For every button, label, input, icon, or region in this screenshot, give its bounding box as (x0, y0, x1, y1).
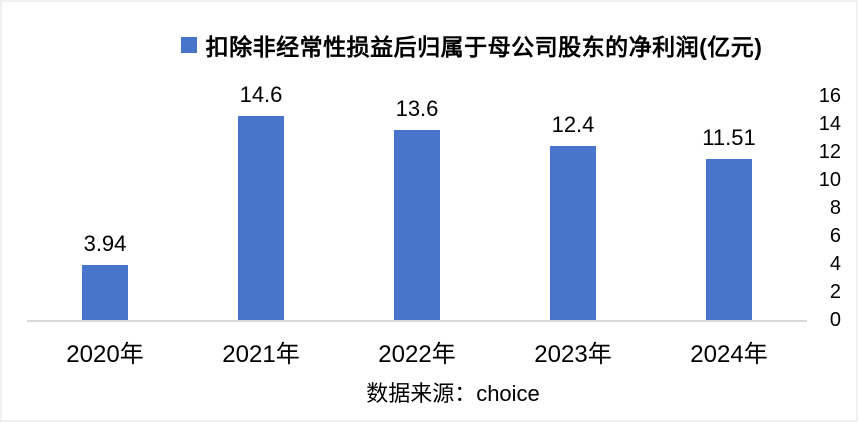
bar (550, 146, 596, 320)
y-axis-tick: 16 (818, 85, 841, 107)
bar (706, 158, 752, 320)
y-axis-tick: 6 (829, 225, 841, 247)
source-note: 数据来源：choice (366, 381, 540, 406)
y-axis-tick: 14 (818, 113, 841, 135)
bar (238, 115, 284, 320)
y-axis-tick: 10 (818, 169, 841, 191)
x-axis-labels: 2020年 2021年 2022年 2023年 2024年 (27, 334, 807, 369)
bar-column: 12.4 (495, 96, 651, 320)
bar (82, 264, 128, 320)
bar (394, 129, 440, 320)
legend-marker-icon (180, 37, 197, 53)
y-axis-tick: 0 (829, 309, 841, 331)
plot-area: 3.94 14.6 13.6 12.4 11.51 (27, 82, 807, 322)
value-label: 12.4 (551, 112, 595, 138)
value-label: 11.51 (702, 124, 756, 150)
value-label: 3.94 (83, 230, 127, 256)
y-axis-tick: 8 (829, 197, 841, 219)
y-axis-tick: 12 (818, 141, 841, 163)
bar-column: 13.6 (339, 96, 495, 320)
legend: 扣除非经常性损益后归属于母公司股东的净利润(亿元) (2, 28, 856, 62)
x-axis-label: 2021年 (222, 341, 300, 368)
x-axis-label: 2022年 (378, 341, 456, 368)
y-axis-tick: 4 (829, 253, 841, 275)
bar-column: 3.94 (27, 96, 183, 320)
y-axis: 0 2 4 6 8 10 12 14 16 (799, 86, 843, 330)
x-axis-label: 2023年 (534, 341, 612, 368)
y-axis-tick: 2 (829, 281, 841, 303)
bar-column: 11.51 (651, 96, 807, 320)
legend-label: 扣除非经常性损益后归属于母公司股东的净利润(亿元) (205, 34, 763, 60)
value-label: 13.6 (395, 95, 439, 121)
x-axis-label: 2020年 (66, 341, 144, 368)
value-label: 14.6 (239, 81, 283, 107)
x-axis-label: 2024年 (690, 341, 768, 368)
bar-column: 14.6 (183, 82, 339, 320)
